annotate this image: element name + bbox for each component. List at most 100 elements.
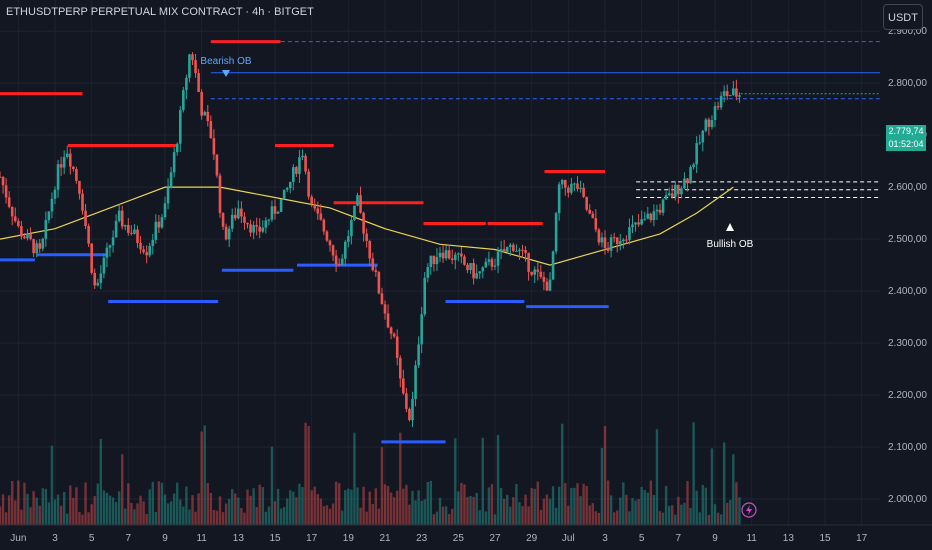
candle-body [233, 214, 237, 219]
volume-bar [166, 503, 170, 525]
candle-body [557, 184, 561, 214]
candle-body [692, 164, 695, 167]
candle-body [389, 327, 393, 334]
volume-bar [69, 485, 72, 525]
candle-body [567, 187, 570, 193]
candle-body [304, 155, 307, 172]
volume-bar [78, 511, 81, 525]
volume-bar [362, 486, 365, 525]
volume-bar [252, 488, 255, 525]
candle-body [405, 393, 408, 409]
volume-bar [227, 498, 231, 525]
volume-bar [56, 494, 60, 525]
volume-bar [438, 497, 442, 525]
candle-body [499, 249, 503, 252]
candle-body [200, 92, 203, 116]
currency-button[interactable]: USDT [883, 4, 923, 30]
volume-bar [499, 488, 503, 525]
candle-body [677, 184, 680, 195]
volume-bar [93, 496, 96, 525]
volume-bar [136, 503, 139, 525]
candle-body [496, 251, 500, 266]
volume-bar [606, 480, 610, 525]
volume-bar [151, 481, 154, 525]
candle-body [78, 180, 81, 194]
volume-bar [441, 506, 445, 525]
volume-bar [726, 502, 729, 525]
volume-bar [344, 490, 347, 525]
volume-bar [301, 487, 304, 525]
symbol-title: ETHUSDTPERP PERPETUAL MIX CONTRACT · 4h … [6, 6, 314, 18]
candle-body [163, 203, 167, 218]
candle-body [295, 167, 298, 174]
candle-body [191, 54, 194, 61]
volume-bar [454, 438, 457, 525]
candle-body [322, 219, 326, 232]
volume-bar [530, 488, 533, 525]
volume-bar [561, 423, 564, 525]
candle-body [206, 111, 210, 122]
volume-bar [451, 508, 454, 525]
volume-bar [273, 501, 277, 525]
volume-bar [722, 442, 726, 525]
volume-bar [640, 486, 643, 525]
candle-body [81, 193, 84, 211]
candle-body [606, 248, 610, 251]
volume-bar [298, 483, 301, 525]
y-tick-label: 2.000,00 [888, 494, 927, 505]
volume-bar [383, 484, 387, 525]
x-tick-label: 17 [306, 533, 318, 544]
x-tick-label: 11 [196, 533, 207, 544]
candle-body [288, 182, 292, 188]
volume-bar [182, 506, 185, 525]
candle-body [282, 189, 286, 200]
volume-bar [484, 511, 488, 525]
candle-body [735, 88, 738, 97]
candle-body [637, 222, 640, 225]
candle-body [371, 258, 375, 271]
candle-body [521, 249, 524, 251]
time-axis[interactable]: Jun 3 5 7 9 11 13 15 17 19 21 23 25 27 29 Jul 3 5 7 9 11 13 15… [0, 524, 932, 544]
candle-body [518, 249, 521, 251]
x-tick-label: 23 [416, 533, 428, 544]
candle-body [160, 217, 164, 228]
candle-body [524, 250, 527, 253]
candle-body [212, 138, 216, 155]
candle-body [178, 110, 182, 144]
volume-bar [622, 482, 625, 525]
price-axis[interactable]: 2.900,002.800,002.700,002.600,002.500,00… [880, 0, 932, 550]
volume-bar [392, 497, 396, 525]
candle-body [350, 220, 353, 237]
volume-bar [710, 448, 714, 525]
volume-bar [426, 481, 429, 525]
volume-bar [429, 480, 433, 525]
candle-body [151, 239, 155, 247]
candle-body [398, 357, 402, 379]
volume-bar [634, 500, 637, 525]
candle-body [38, 243, 42, 249]
lightning-icon[interactable] [741, 502, 757, 518]
candle-body [554, 213, 558, 252]
volume-bar [637, 499, 640, 525]
candle-body [47, 211, 51, 221]
candle-body [484, 261, 488, 268]
candle-body [41, 238, 45, 249]
volume-bar [664, 485, 668, 525]
candle-body [285, 187, 289, 190]
candle-body [87, 226, 90, 244]
y-tick-label: 2.800,00 [888, 78, 927, 89]
candle-body [704, 119, 708, 131]
candle-body [362, 212, 365, 234]
volume-bar [533, 488, 536, 525]
candle-body [359, 195, 362, 213]
volume-bar [231, 489, 234, 525]
candle-body [542, 276, 546, 282]
x-tick-label: 19 [343, 533, 355, 544]
candle-body [4, 185, 8, 198]
volume-bar [713, 504, 717, 525]
volume-bar [99, 438, 103, 525]
x-tick-label: 3 [602, 533, 608, 544]
volume-bar [176, 482, 179, 525]
candle-body [84, 210, 87, 227]
